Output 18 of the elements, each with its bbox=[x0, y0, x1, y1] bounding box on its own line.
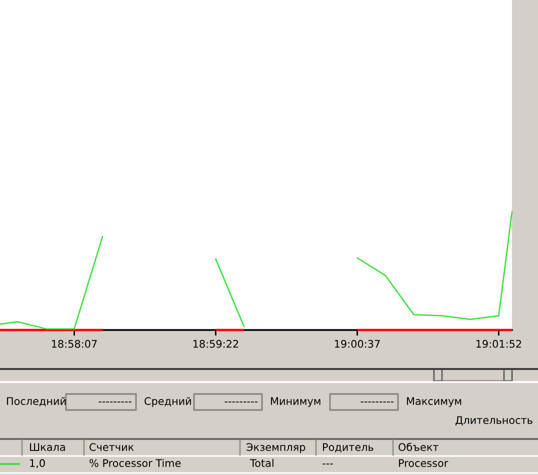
text: % Processor Time bbox=[90, 458, 181, 468]
text: Средний bbox=[144, 397, 191, 408]
text: Длительность bbox=[456, 416, 532, 426]
text: Шкала bbox=[30, 443, 65, 452]
x-tick-label: 18:59:22 bbox=[193, 340, 238, 348]
text: Минимум bbox=[271, 397, 320, 408]
text: Последний bbox=[7, 397, 66, 406]
text: Объект bbox=[398, 442, 438, 452]
text: Total bbox=[250, 458, 274, 468]
text: 1,0 bbox=[30, 459, 45, 468]
text: Экземпляр bbox=[246, 443, 306, 454]
x-tick-label: 18:58:07 bbox=[52, 340, 97, 348]
text: Processor bbox=[399, 459, 448, 468]
text: Счетчик bbox=[90, 443, 134, 452]
x-tick-label: 19:01:52 bbox=[476, 340, 522, 348]
x-tick-label: 19:00:37 bbox=[334, 340, 380, 348]
text: Родитель bbox=[323, 443, 374, 452]
text: Максимум bbox=[407, 397, 462, 408]
